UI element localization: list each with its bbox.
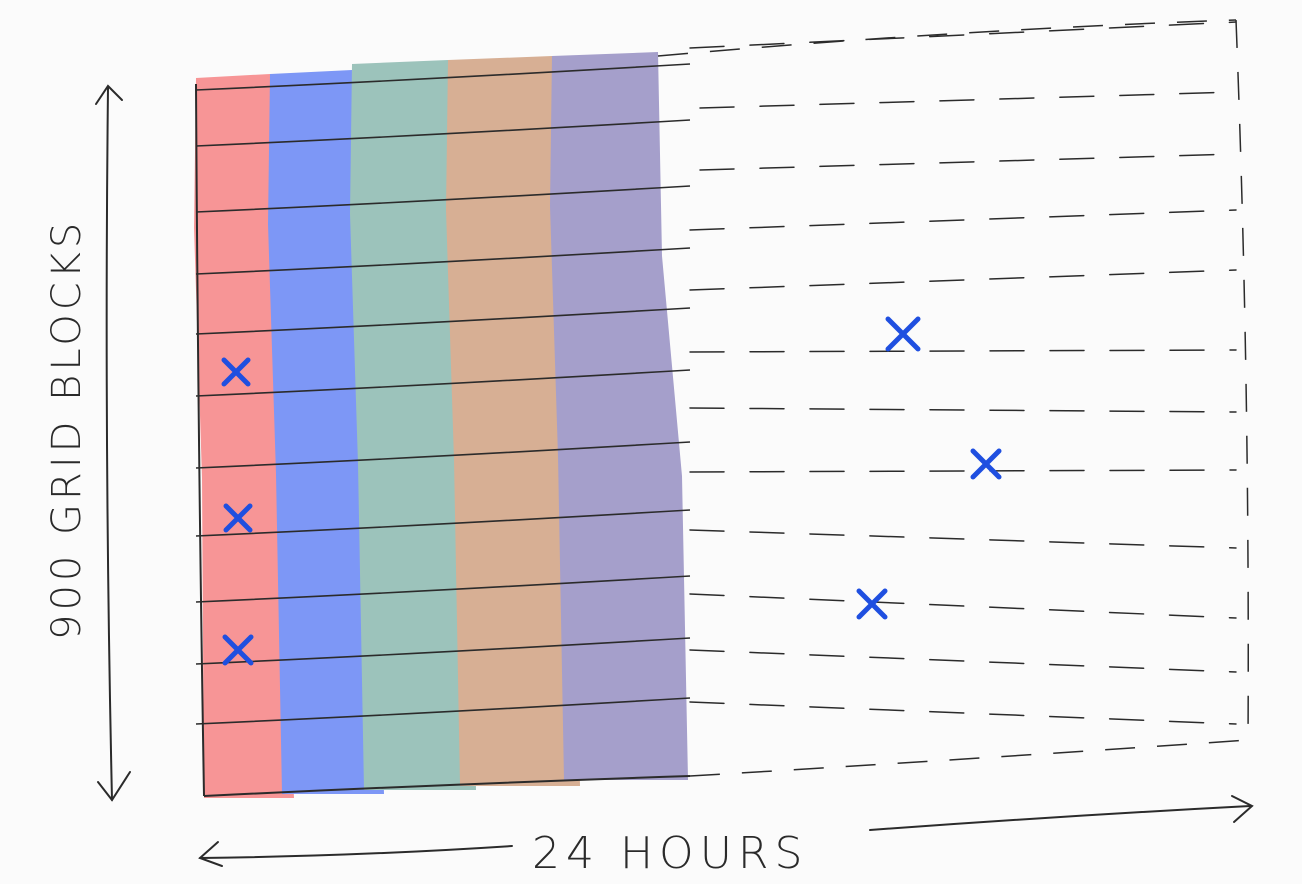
- dashed-line-5: [689, 269, 1237, 291]
- x-marker-1-stroke-b: [221, 357, 251, 387]
- dashed-line-7: [689, 407, 1237, 413]
- x-marker-6-stroke-b: [856, 588, 888, 620]
- x-marker-4: [885, 316, 921, 352]
- x-marker-4-stroke-b: [885, 316, 921, 352]
- x-marker-3: [222, 634, 254, 666]
- column-band-5: [550, 52, 688, 780]
- colored-columns: [194, 52, 688, 798]
- x-markers: [221, 316, 1002, 666]
- x-marker-2: [223, 503, 253, 533]
- x-marker-2-stroke-b: [223, 503, 253, 533]
- column-band-4: [446, 56, 580, 786]
- grid-line-2: [195, 119, 691, 147]
- dashed-grid-lines: [689, 21, 1237, 725]
- dashed-line-9: [689, 529, 1237, 549]
- vertical-arrow: [95, 84, 131, 802]
- grid-line-6: [195, 369, 691, 397]
- grid-line-8: [195, 509, 691, 537]
- grid-line-1: [195, 63, 691, 91]
- grid-left-edge: [195, 83, 205, 797]
- grid-bottom-edge: [203, 775, 691, 797]
- grid-line-10: [195, 637, 691, 665]
- grid-bottom-dashed: [689, 739, 1249, 777]
- dashed-line-3: [699, 153, 1237, 171]
- dashed-line-2: [699, 91, 1237, 109]
- dashed-line-4: [689, 209, 1237, 231]
- grid-line-11: [195, 697, 691, 725]
- grid-line-4: [195, 247, 691, 275]
- column-band-3: [350, 60, 476, 790]
- x-marker-6: [856, 588, 888, 620]
- x-marker-5: [970, 448, 1002, 480]
- x-marker-5-stroke-b: [970, 448, 1002, 480]
- vertical-axis-label: 900 GRID BLOCKS: [44, 219, 90, 640]
- dashed-line-8: [689, 469, 1237, 473]
- grid-line-9: [195, 575, 691, 603]
- dashed-line-1: [689, 21, 1237, 49]
- grid-line-3: [195, 185, 691, 213]
- grid-border: [195, 19, 1249, 797]
- dashed-line-12: [689, 701, 1237, 725]
- grid-top-dashed: [657, 19, 1237, 57]
- horizontal-arrow: [198, 795, 1254, 867]
- x-marker-3-stroke-b: [222, 634, 254, 666]
- horizontal-axis-label: 24 HOURS: [532, 828, 808, 879]
- solid-grid-lines: [195, 63, 691, 725]
- grid-line-5: [195, 307, 691, 335]
- dashed-line-10: [689, 593, 1237, 619]
- grid-line-7: [195, 441, 691, 469]
- dashed-line-6: [689, 349, 1237, 353]
- dashed-line-11: [689, 649, 1237, 673]
- x-marker-1: [221, 357, 251, 387]
- grid-right-dashed: [1235, 19, 1249, 745]
